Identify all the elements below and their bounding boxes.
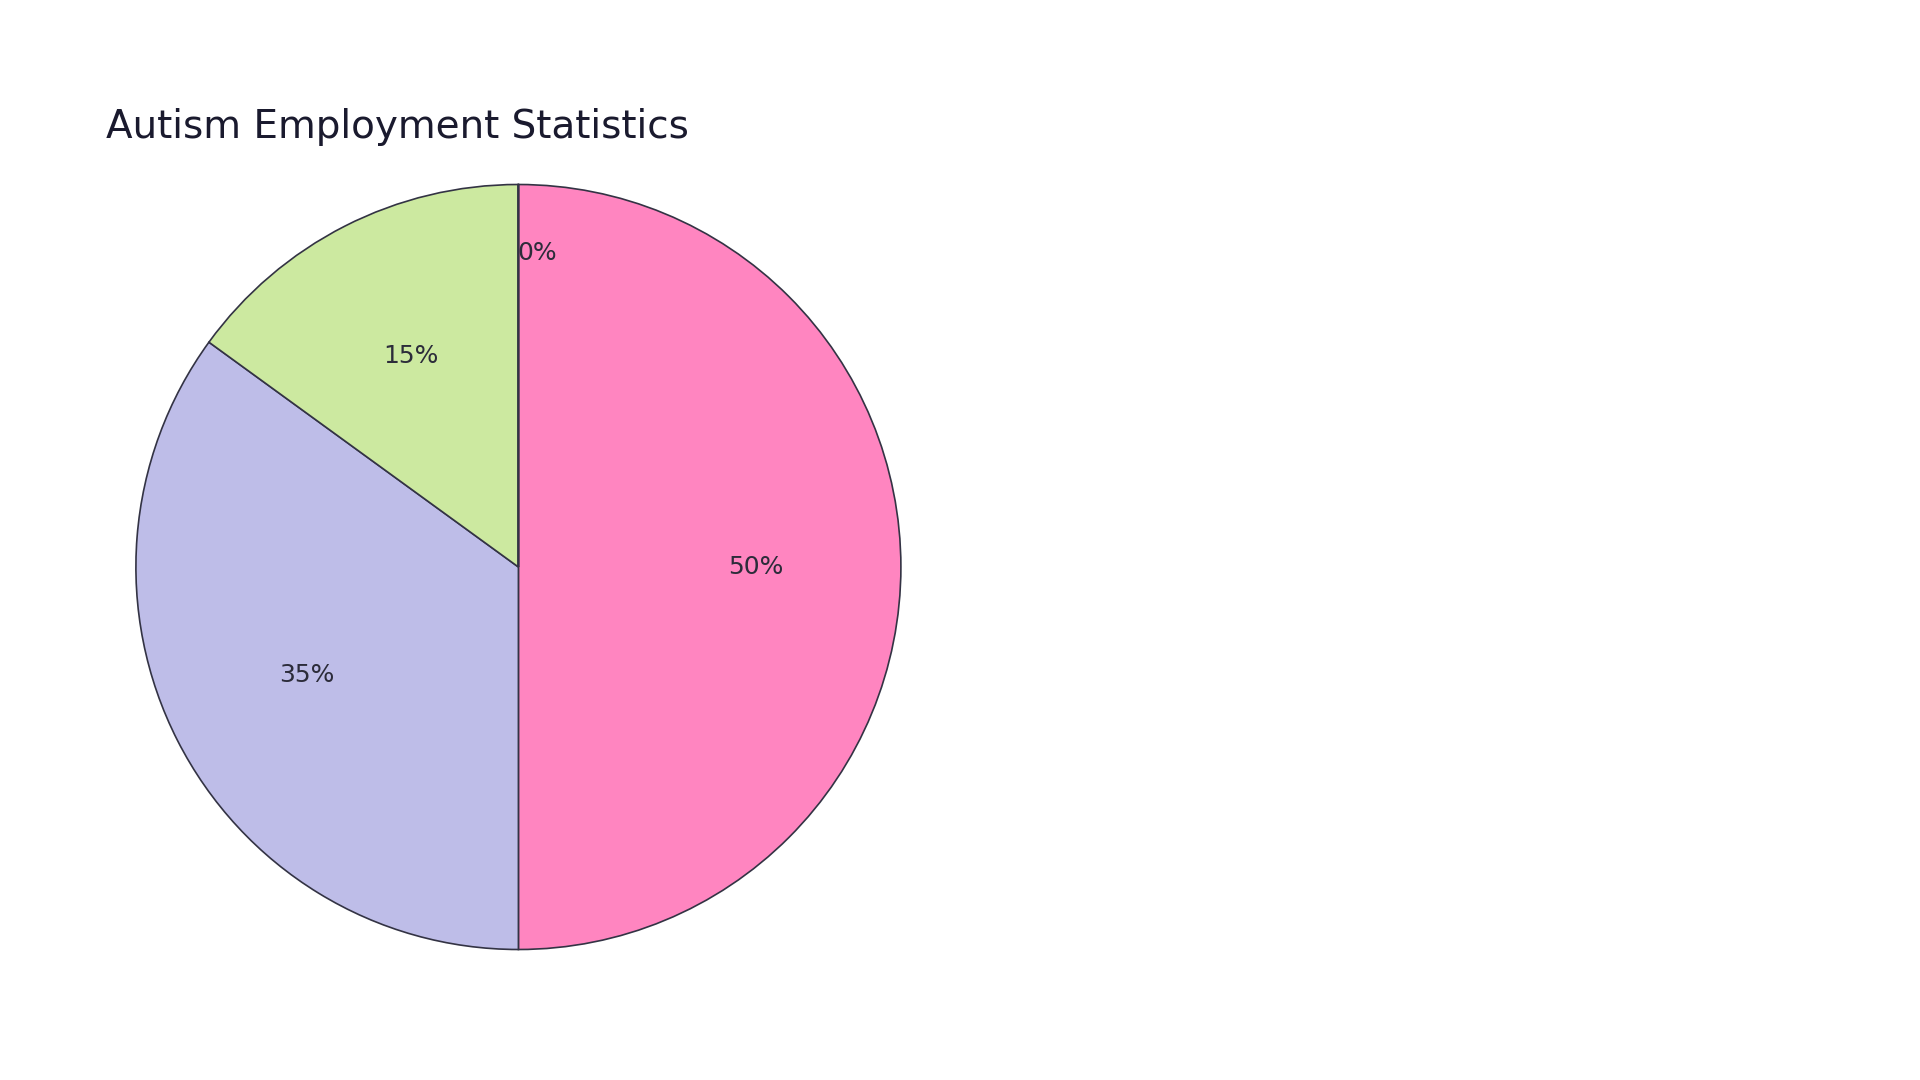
Text: 0%: 0% bbox=[518, 241, 557, 266]
Text: 35%: 35% bbox=[280, 663, 334, 687]
Text: Autism Employment Statistics: Autism Employment Statistics bbox=[106, 108, 689, 146]
Legend: Working Age Autistic People in the UK, Working Age Autistic People Not in Employ: Working Age Autistic People in the UK, W… bbox=[1010, 434, 1795, 700]
Wedge shape bbox=[136, 342, 518, 949]
Wedge shape bbox=[518, 185, 900, 949]
Text: 50%: 50% bbox=[728, 555, 783, 579]
Text: 15%: 15% bbox=[382, 343, 438, 367]
Wedge shape bbox=[209, 185, 518, 567]
